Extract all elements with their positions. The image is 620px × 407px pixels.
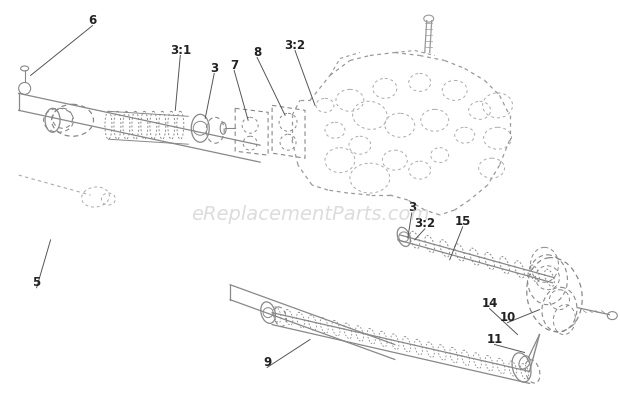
Text: 10: 10 <box>500 311 516 324</box>
Text: 3: 3 <box>210 62 218 75</box>
Text: 8: 8 <box>253 46 261 59</box>
Text: 9: 9 <box>263 356 271 369</box>
Text: 5: 5 <box>32 276 41 289</box>
Text: 3:2: 3:2 <box>414 217 435 230</box>
Text: 14: 14 <box>481 297 498 310</box>
Text: 11: 11 <box>487 333 503 346</box>
Text: 6: 6 <box>89 14 97 27</box>
Text: 3: 3 <box>408 201 416 214</box>
Text: 15: 15 <box>454 215 471 228</box>
Text: 7: 7 <box>230 59 238 72</box>
Text: 3:2: 3:2 <box>285 39 306 52</box>
Text: eReplacementParts.com: eReplacementParts.com <box>191 206 429 225</box>
Text: 3:1: 3:1 <box>170 44 191 57</box>
